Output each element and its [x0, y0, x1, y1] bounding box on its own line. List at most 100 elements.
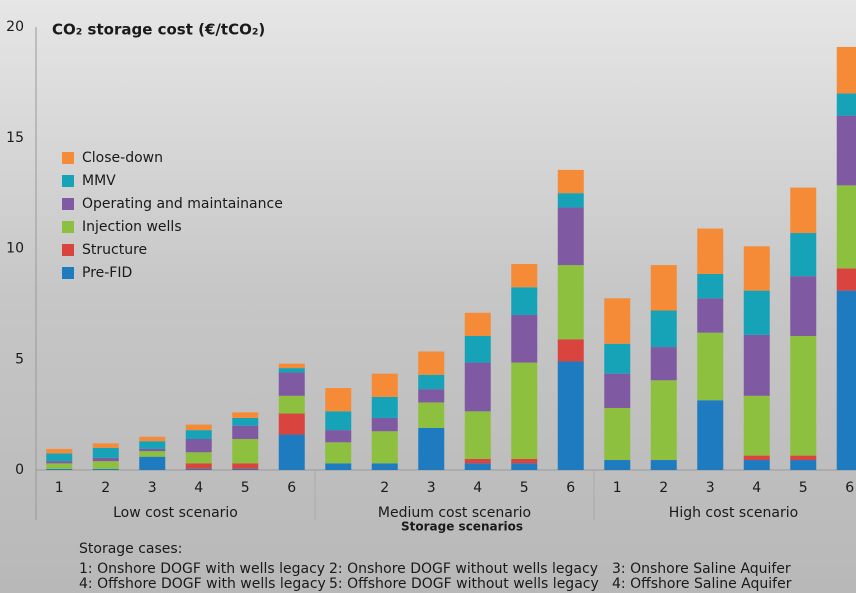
y-tick-label: 5 — [15, 351, 24, 367]
bar-segment — [185, 463, 212, 469]
y-tick-label: 20 — [6, 19, 24, 35]
bar-segment — [92, 468, 119, 470]
x-tick-label: 3 — [148, 480, 157, 496]
bar-segment — [46, 463, 73, 469]
bar-segment — [278, 413, 305, 435]
bar-segment — [557, 265, 584, 340]
footnote-item: 5: Offshore DOGF without wells legacy — [329, 576, 599, 592]
legend-label: Close-down — [82, 150, 163, 166]
bar-segment — [418, 351, 445, 375]
bar-segment — [139, 451, 166, 457]
group-label: Low cost scenario — [113, 505, 238, 521]
bar-segment — [92, 447, 119, 458]
bar-segment — [185, 438, 212, 453]
x-tick-label: 1 — [55, 480, 64, 496]
bar-segment — [464, 362, 491, 412]
bar-segment — [650, 380, 677, 461]
legend-swatch — [62, 244, 74, 256]
bar-segment — [836, 268, 856, 291]
bar-segment — [464, 312, 491, 336]
group-label: High cost scenario — [669, 505, 798, 521]
bar-segment — [790, 460, 817, 470]
bar-segment — [743, 455, 770, 461]
bar-segment — [557, 361, 584, 470]
bar-segment — [46, 453, 73, 462]
bar-segment — [325, 463, 352, 470]
bar-segment — [325, 388, 352, 412]
bar-segment — [650, 347, 677, 381]
footnote-item: 2: Onshore DOGF without wells legacy — [329, 561, 598, 577]
bar-segment — [557, 207, 584, 266]
bar-segment — [511, 458, 538, 464]
bar-segment — [232, 468, 259, 470]
bar-segment — [650, 460, 677, 470]
legend-label: Operating and maintainance — [82, 196, 283, 212]
bar-segment — [836, 93, 856, 116]
bar-segment — [604, 298, 631, 344]
bar-segment — [650, 265, 677, 311]
bar-segment — [511, 314, 538, 363]
bar-segment — [836, 290, 856, 470]
bar-segment — [743, 395, 770, 456]
bar-segment — [232, 417, 259, 426]
bar-segment — [92, 443, 119, 448]
bar-segment — [511, 287, 538, 315]
bar-segment — [139, 436, 166, 442]
x-axis-title: Storage scenarios — [401, 520, 523, 534]
x-tick-label: 2 — [659, 480, 668, 496]
bar-segment — [464, 411, 491, 459]
chart-title: CO₂ storage cost (€/tCO₂) — [52, 21, 265, 39]
legend-label: Pre-FID — [82, 265, 132, 281]
bar-segment — [743, 290, 770, 335]
bar-segment — [697, 273, 724, 299]
x-tick-label: 3 — [706, 480, 715, 496]
bar-segment — [790, 232, 817, 277]
x-tick-label: 4 — [473, 480, 482, 496]
bar-segment — [46, 468, 73, 470]
bar-segment — [836, 115, 856, 186]
x-tick-label: 1 — [613, 480, 622, 496]
bar-segment — [46, 461, 73, 464]
bar-segment — [836, 185, 856, 269]
legend-swatch — [62, 175, 74, 187]
bar-segment — [511, 463, 538, 470]
x-tick-label: 2 — [101, 480, 110, 496]
x-tick-label: 6 — [287, 480, 296, 496]
bar-segment — [697, 400, 724, 470]
legend-swatch — [62, 198, 74, 210]
bar-segment — [557, 339, 584, 362]
bar-segment — [418, 389, 445, 403]
bar-segment — [371, 431, 398, 464]
bar-segment — [604, 460, 631, 470]
x-tick-label: 6 — [845, 480, 854, 496]
footnote-title: Storage cases: — [79, 541, 182, 557]
y-tick-label: 10 — [6, 241, 24, 257]
bar-segment — [371, 463, 398, 470]
bar-segment — [185, 452, 212, 464]
bar-segment — [232, 425, 259, 439]
bar-segment — [278, 395, 305, 414]
x-tick-label: 5 — [241, 480, 250, 496]
footnote-item: 4: Offshore DOGF with wells legacy — [79, 576, 326, 592]
legend-swatch — [62, 152, 74, 164]
bar-segment — [697, 228, 724, 274]
bar-segment — [464, 458, 491, 464]
group-label: Medium cost scenario — [378, 505, 531, 521]
legend-swatch — [62, 221, 74, 233]
bar-segment — [232, 463, 259, 469]
bar-segment — [743, 246, 770, 291]
bar-segment — [743, 334, 770, 396]
bar-segment — [278, 434, 305, 470]
y-tick-label: 0 — [15, 462, 24, 478]
bar-segment — [418, 374, 445, 390]
bar-segment — [464, 335, 491, 363]
y-tick-label: 15 — [6, 130, 24, 146]
bar-segment — [371, 417, 398, 432]
bar-segment — [790, 455, 817, 461]
bar-segment — [325, 430, 352, 443]
x-tick-label: 6 — [566, 480, 575, 496]
bar-segment — [604, 343, 631, 374]
bar-segment — [232, 438, 259, 464]
bar-segment — [464, 463, 491, 470]
